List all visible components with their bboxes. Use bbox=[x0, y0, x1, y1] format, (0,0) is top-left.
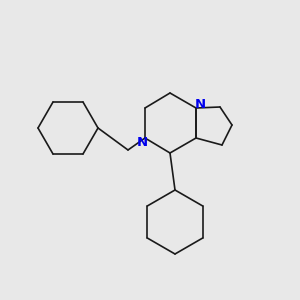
Text: N: N bbox=[194, 98, 206, 110]
Text: N: N bbox=[136, 136, 148, 148]
